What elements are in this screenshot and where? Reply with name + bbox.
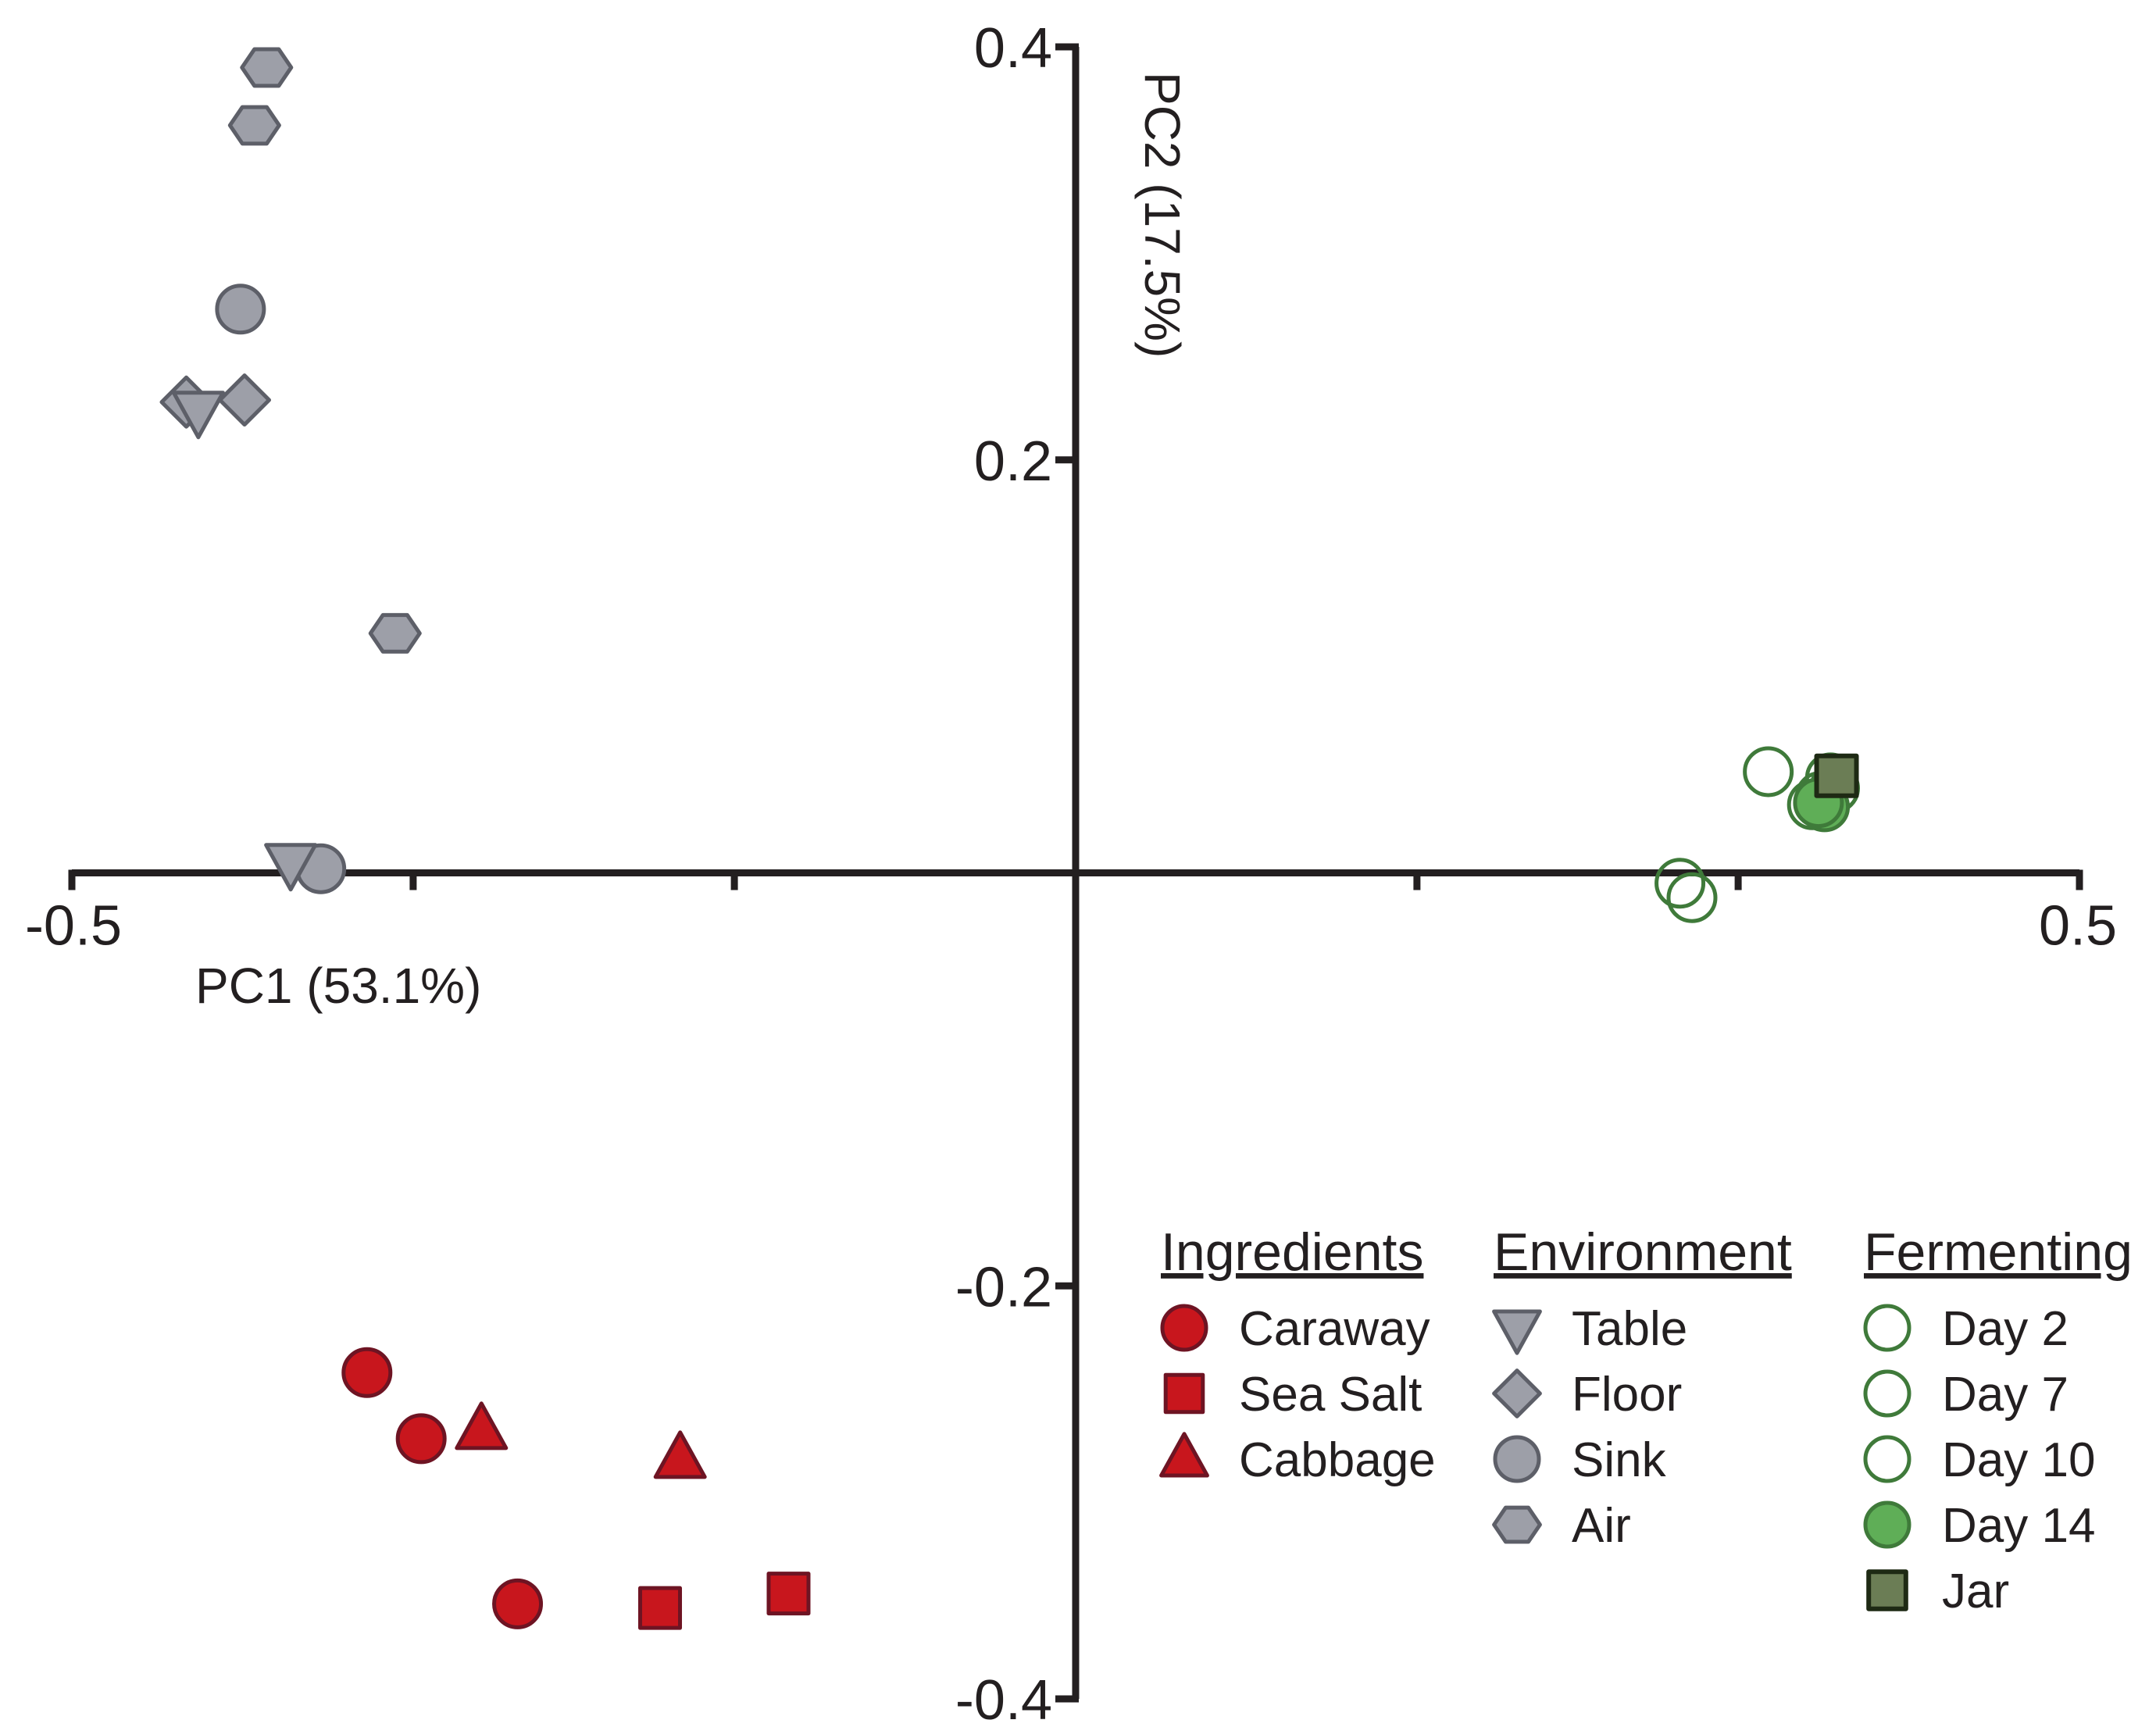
legend: Ingredients Caraway Sea Salt Cabbage Environ…	[1159, 1222, 2133, 1618]
legend-label-cabbage: Cabbage	[1239, 1433, 1436, 1487]
legend-marker-sink	[1493, 1435, 1541, 1483]
legend-marker-floor	[1492, 1368, 1542, 1418]
legend-marker-caraway	[1160, 1304, 1208, 1352]
legend-marker-cabbage	[1159, 1432, 1209, 1478]
point-caraway	[341, 1347, 393, 1398]
legend-label-sink: Sink	[1572, 1433, 1667, 1487]
point-cabbage	[653, 1430, 707, 1479]
legend-marker-table	[1492, 1309, 1542, 1355]
y-tick-label: 0.4	[974, 17, 1052, 80]
point-sink	[215, 284, 266, 335]
legend-marker-day-2	[1863, 1304, 1911, 1352]
point-table	[264, 843, 318, 892]
legend-marker-jar	[1866, 1569, 1908, 1611]
legend-label-day-10: Day 10	[1942, 1433, 2095, 1487]
legend-group-environment: Environment Table Floor Sink Air	[1492, 1222, 1792, 1553]
data-points	[159, 47, 1860, 1630]
point-air	[368, 612, 422, 654]
point-sea-salt	[638, 1586, 683, 1630]
axes: -0.5 0.5 -0.4 -0.2 0.2 0.4	[25, 17, 2117, 1727]
legend-marker-air	[1492, 1505, 1542, 1544]
legend-label-day-14: Day 14	[1942, 1499, 2095, 1553]
y-tick-label: 0.2	[974, 430, 1052, 493]
point-day-2	[1743, 746, 1794, 797]
x-tick-label: 0.5	[2039, 895, 2117, 958]
legend-marker-day-14	[1863, 1500, 1911, 1549]
point-sea-salt	[766, 1572, 811, 1616]
point-jar	[1814, 753, 1859, 798]
legend-label-floor: Floor	[1572, 1368, 1682, 1422]
legend-title: Fermenting	[1864, 1222, 2133, 1282]
point-air	[227, 105, 281, 146]
point-cabbage	[455, 1401, 509, 1450]
point-air	[240, 47, 294, 88]
legend-group-fermenting: Fermenting Day 2 Day 7 Day 10 Day 14 Jar	[1863, 1222, 2133, 1618]
legend-marker-day-7	[1863, 1369, 1911, 1418]
point-day-2	[1666, 872, 1718, 923]
legend-label-table: Table	[1572, 1302, 1687, 1356]
legend-label-day-2: Day 2	[1942, 1302, 2069, 1356]
legend-group-ingredients: Ingredients Caraway Sea Salt Cabbage	[1159, 1222, 1436, 1487]
point-day-2	[1654, 858, 1706, 909]
point-table	[171, 391, 225, 440]
legend-marker-day-10	[1863, 1435, 1911, 1483]
legend-label-jar: Jar	[1942, 1565, 2009, 1618]
point-floor	[218, 373, 272, 427]
point-caraway	[395, 1413, 447, 1465]
y-tick-label: -0.4	[955, 1669, 1052, 1727]
legend-marker-sea-salt	[1163, 1372, 1205, 1415]
y-tick-label: -0.2	[955, 1256, 1052, 1318]
legend-label-caraway: Caraway	[1239, 1302, 1430, 1356]
x-axis-title: PC1 (53.1%)	[195, 958, 481, 1014]
y-axis-title: PC2 (17.5%)	[1134, 72, 1190, 358]
legend-title: Ingredients	[1161, 1222, 1423, 1282]
x-tick-label: -0.5	[25, 895, 122, 958]
legend-label-sea-salt: Sea Salt	[1239, 1368, 1422, 1422]
axis-ticks: -0.5 0.5 -0.4 -0.2 0.2 0.4	[25, 17, 2117, 1727]
legend-label-day-7: Day 7	[1942, 1368, 2069, 1422]
legend-label-air: Air	[1572, 1499, 1631, 1553]
legend-title: Environment	[1494, 1222, 1792, 1282]
point-caraway	[492, 1578, 544, 1629]
